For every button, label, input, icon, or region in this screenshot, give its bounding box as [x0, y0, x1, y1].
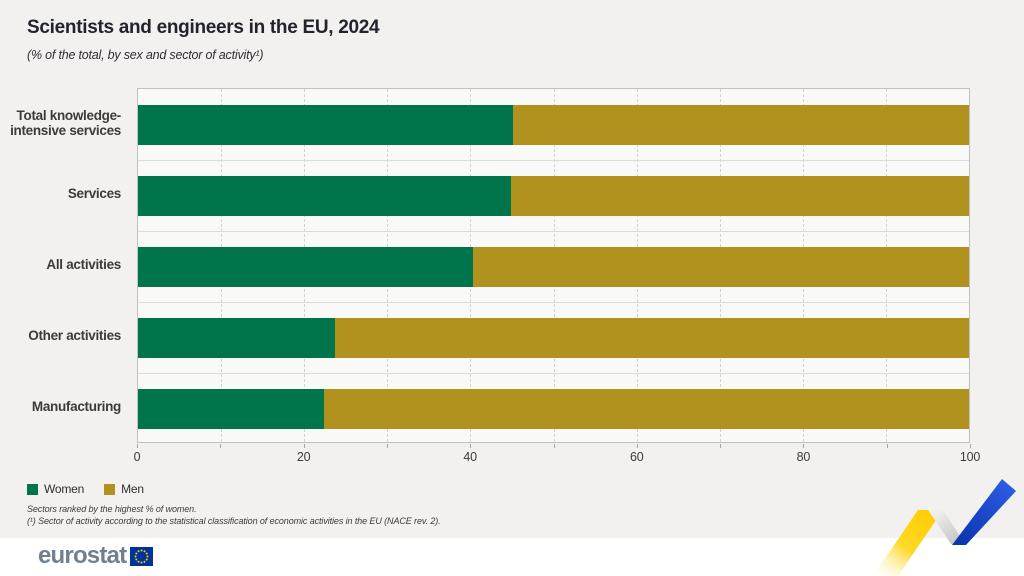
eu-flag-star [143, 549, 146, 552]
x-tickmark [720, 444, 722, 448]
bar-segment-women [138, 317, 335, 358]
category-label: Services [67, 186, 121, 202]
eu-flag-icon [130, 546, 154, 566]
x-tick-label: 100 [959, 450, 981, 464]
bar-segment-women [138, 246, 473, 287]
legend-label: Women [44, 482, 85, 496]
footer-band [0, 538, 1024, 576]
band-separator [138, 160, 969, 161]
legend-swatch [27, 483, 38, 495]
bar-segment-women [138, 104, 513, 145]
bar-row [138, 104, 969, 145]
legend-swatch [104, 483, 116, 495]
legend-label: Men [121, 482, 144, 496]
x-axis: 0 20 40 60 80 100 [133, 450, 981, 466]
eu-flag-star [137, 560, 140, 563]
eu-flag-star [140, 549, 143, 551]
bar-segment-men [472, 246, 969, 287]
footnotes: Sectors ranked by the highest % of women… [27, 504, 441, 527]
x-tickmark [636, 444, 638, 448]
footnote-line: (¹) Sector of activity according to the … [27, 515, 441, 526]
bar-segment-men [512, 104, 969, 145]
eu-flag-star [137, 549, 140, 552]
x-tickmark [137, 444, 138, 448]
eu-flag-star [143, 560, 146, 563]
legend-item-women: Women [27, 482, 84, 496]
band-separator [138, 302, 969, 303]
axis-tickmarks [137, 444, 971, 448]
bar-segment-men [511, 175, 969, 216]
ribbon-blue-stripe [952, 479, 1016, 545]
category-label: Other activities [28, 328, 121, 344]
x-tickmark [303, 444, 305, 448]
category-label: All activities [46, 257, 121, 273]
eurostat-wordmark: eurostat [38, 542, 127, 569]
x-tickmark [386, 444, 388, 448]
eurostat-logo: eurostat [38, 542, 154, 569]
x-tick-label: 60 [630, 450, 644, 464]
bar-segment-women [138, 175, 512, 216]
eu-flag-star [135, 552, 138, 554]
band-separator [138, 231, 969, 232]
legend-item-men: Men [104, 482, 144, 496]
eu-flag-star [134, 555, 137, 557]
eu-flag-star [145, 552, 148, 554]
footnote-line: Sectors ranked by the highest % of women… [27, 504, 197, 514]
bar-segment-men [324, 388, 969, 429]
x-tickmark [803, 444, 805, 448]
bar-row [138, 317, 969, 358]
category-labels: Total knowledge- intensive services Servi… [0, 88, 129, 443]
legend: Women Men [27, 482, 144, 496]
x-tick-label: 80 [796, 450, 811, 464]
ribbon-graphic [873, 479, 1016, 576]
ribbon-fold [928, 510, 965, 544]
band-separator [138, 373, 969, 374]
category-label: Manufacturing [31, 399, 121, 415]
bar-row [138, 388, 969, 429]
plot-area [137, 88, 970, 443]
x-tickmark [220, 444, 222, 448]
x-tickmark [470, 444, 472, 448]
eu-flag-star [146, 555, 149, 557]
bar-segment-men [334, 317, 969, 358]
x-tickmark [970, 444, 971, 448]
bar-row [138, 246, 969, 287]
ribbon-yellow-stripe [873, 510, 943, 576]
category-label: Total knowledge- intensive services [10, 107, 121, 138]
x-tick-label: 40 [463, 450, 477, 464]
page-title: Scientists and engineers in the EU, 2024 [27, 17, 380, 38]
x-tick-label: 20 [296, 450, 311, 464]
bar-row [138, 175, 969, 216]
eu-flag-star [140, 561, 143, 563]
x-tickmark [553, 444, 555, 448]
eu-flag-star [145, 558, 148, 560]
x-tick-label: 0 [133, 450, 141, 464]
chart-subtitle: (% of the total, by sex and sector of ac… [27, 48, 264, 62]
eu-flag-star [135, 558, 138, 560]
bar-segment-women [138, 388, 325, 429]
x-tickmark [886, 444, 888, 448]
